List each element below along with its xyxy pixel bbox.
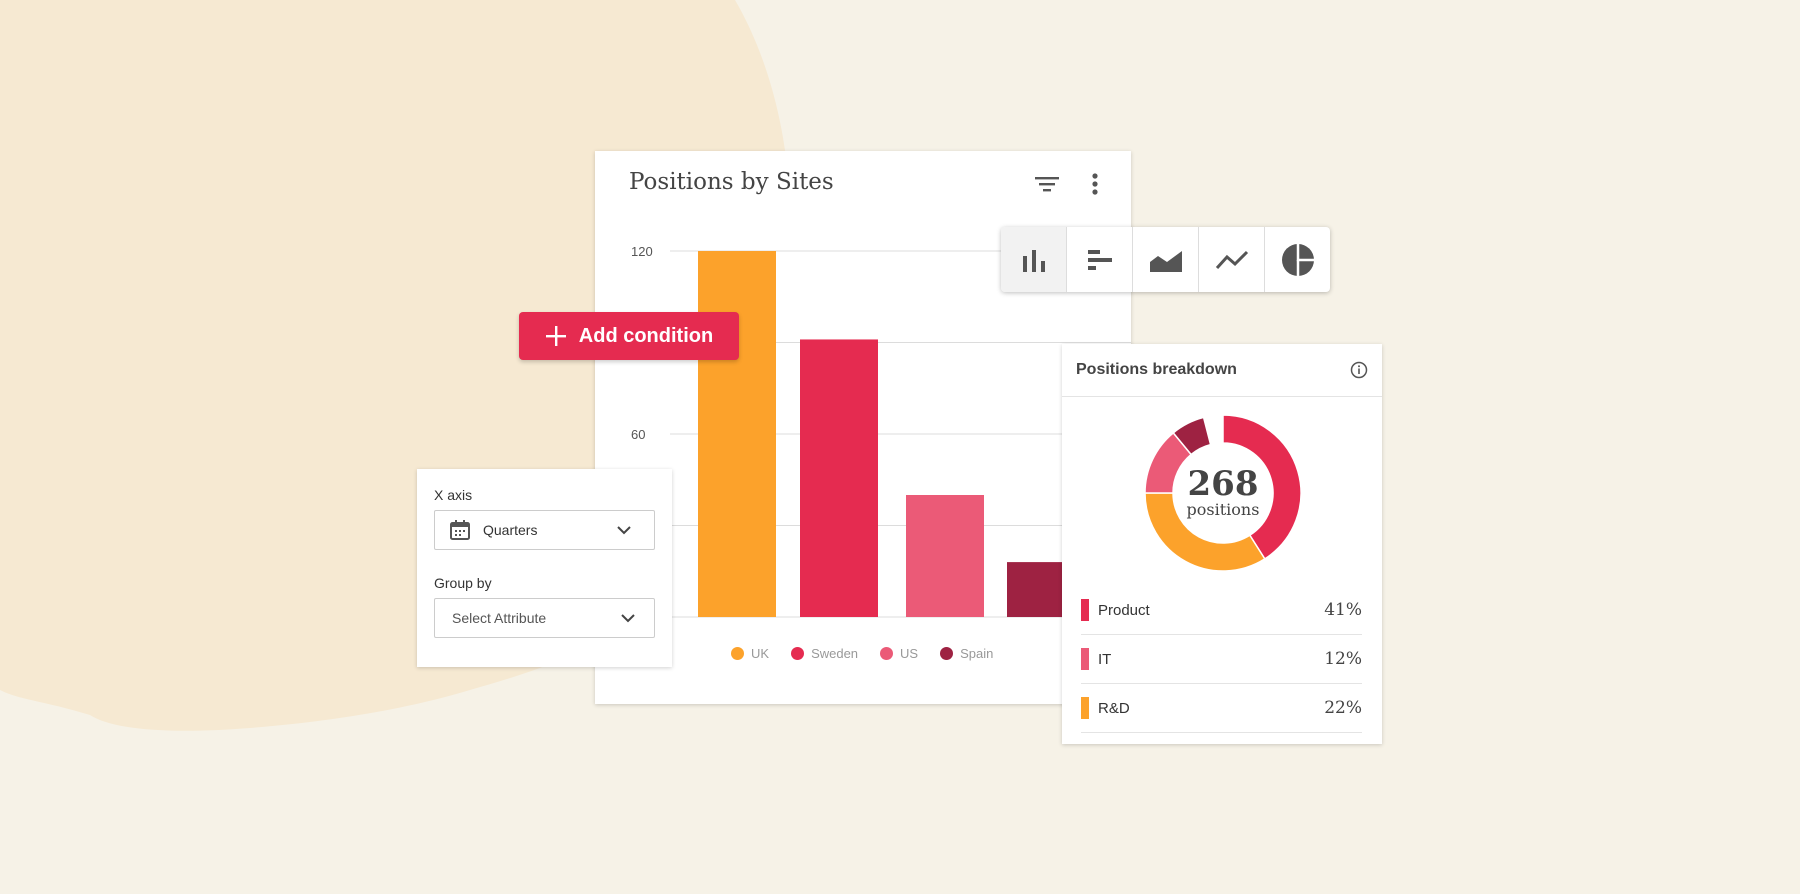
y-tick-label: 120 — [631, 244, 653, 259]
legend-label: Sweden — [811, 646, 859, 661]
legend-label: US — [900, 646, 919, 661]
chart-legend: UK Sweden US Spain — [731, 646, 993, 661]
chart-type-toolbar — [1001, 227, 1330, 292]
bar-chart-type-button[interactable] — [1001, 227, 1067, 292]
donut-total: 268 — [1187, 464, 1259, 504]
add-condition-label: Add condition — [578, 324, 714, 347]
donut-unit: positions — [1186, 500, 1260, 519]
area-chart-icon — [1149, 250, 1182, 272]
breakdown-row-rnd[interactable]: R&D 22% — [1081, 684, 1362, 733]
legend-label: UK — [751, 646, 770, 661]
bar-chart-icon — [1022, 249, 1045, 272]
legend-label: Spain — [960, 646, 994, 661]
row-label: Product — [1098, 601, 1150, 619]
chart-title: Positions by Sites — [629, 169, 834, 195]
bar-us[interactable] — [906, 495, 984, 617]
axis-settings-panel: X axis Quarters Group by Select Attribut… — [417, 469, 672, 667]
pie-chart-icon — [1281, 243, 1314, 276]
legend-dot — [940, 647, 954, 660]
group-by-select[interactable]: Select Attribute — [434, 598, 655, 638]
row-swatch — [1081, 697, 1089, 719]
row-percent: 22% — [1324, 698, 1362, 718]
horizontal-bar-chart-type-button[interactable] — [1067, 227, 1133, 292]
pie-chart-type-button[interactable] — [1265, 227, 1330, 292]
row-swatch — [1081, 648, 1089, 670]
legend-item-uk[interactable]: UK — [731, 646, 769, 661]
donut-segment[interactable] — [1172, 416, 1212, 456]
x-axis-select[interactable]: Quarters — [434, 510, 655, 550]
area-chart-type-button[interactable] — [1133, 227, 1199, 292]
chevron-down-icon — [617, 526, 631, 535]
more-vert-icon[interactable] — [1080, 169, 1110, 199]
positions-breakdown-card: Positions breakdown 268 positions Produc… — [1062, 344, 1382, 744]
row-label: R&D — [1098, 699, 1130, 717]
bar-uk[interactable] — [698, 251, 776, 617]
legend-item-us[interactable]: US — [880, 646, 918, 661]
legend-dot — [880, 647, 894, 660]
row-percent: 41% — [1324, 600, 1362, 620]
row-swatch — [1081, 599, 1089, 621]
donut-chart: 268 positions — [1142, 412, 1304, 574]
legend-dot — [731, 647, 744, 660]
group-by-placeholder: Select Attribute — [452, 610, 547, 626]
breakdown-list: Product 41% IT 12% R&D 22% — [1081, 586, 1362, 733]
legend-dot — [791, 647, 805, 660]
row-label: IT — [1098, 650, 1112, 668]
bar-sweden[interactable] — [800, 339, 878, 617]
info-icon[interactable] — [1350, 361, 1368, 379]
breakdown-row-product[interactable]: Product 41% — [1081, 586, 1362, 635]
x-axis-label: X axis — [434, 487, 473, 503]
breakdown-row-it[interactable]: IT 12% — [1081, 635, 1362, 684]
breakdown-title: Positions breakdown — [1076, 361, 1237, 378]
line-chart-type-button[interactable] — [1199, 227, 1265, 292]
add-condition-button[interactable]: Add condition — [519, 312, 739, 360]
calendar-icon — [450, 520, 470, 540]
filter-icon[interactable] — [1032, 169, 1062, 199]
group-by-label: Group by — [434, 575, 492, 591]
line-chart-icon — [1215, 250, 1248, 269]
chevron-down-icon — [621, 614, 635, 623]
x-axis-value: Quarters — [483, 522, 538, 538]
row-percent: 12% — [1324, 649, 1362, 669]
plus-icon — [545, 326, 566, 346]
legend-item-sweden[interactable]: Sweden — [791, 646, 858, 661]
legend-item-spain[interactable]: Spain — [940, 646, 993, 661]
donut-center: 268 positions — [1142, 412, 1304, 574]
horizontal-bar-chart-icon — [1087, 249, 1112, 270]
donut-segment[interactable] — [1222, 414, 1302, 560]
y-tick-label: 60 — [631, 427, 645, 442]
breakdown-header: Positions breakdown — [1062, 344, 1382, 397]
